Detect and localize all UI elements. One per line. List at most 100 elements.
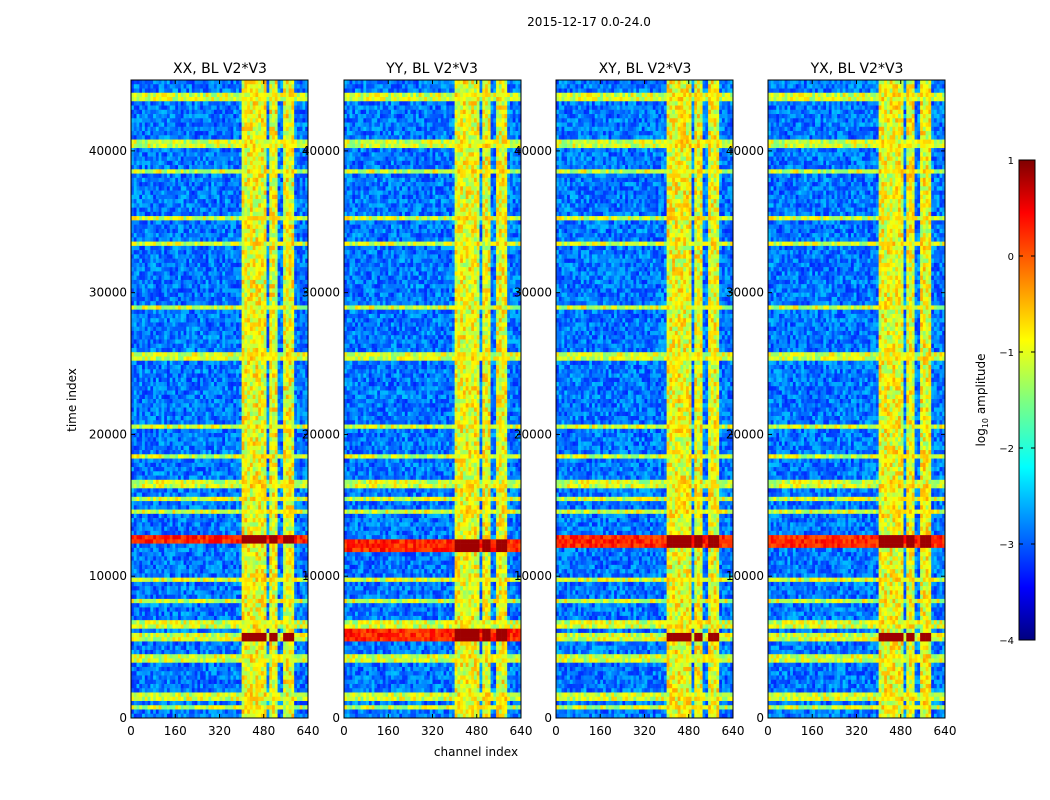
heatmap-cell bbox=[206, 140, 209, 145]
heatmap-cell bbox=[294, 101, 297, 106]
heatmap-cell bbox=[258, 123, 261, 128]
heatmap-cell bbox=[236, 118, 239, 123]
heatmap-cell bbox=[236, 152, 239, 157]
heatmap-cell bbox=[222, 114, 225, 119]
heatmap-cell bbox=[253, 101, 256, 106]
heatmap-cell bbox=[181, 84, 184, 89]
heatmap-cell bbox=[170, 106, 173, 111]
heatmap-cell bbox=[195, 127, 198, 132]
heatmap-cell bbox=[300, 84, 303, 89]
heatmap-cell bbox=[150, 118, 153, 123]
heatmap-cell bbox=[195, 152, 198, 157]
heatmap-cell bbox=[142, 135, 145, 140]
heatmap-cell bbox=[137, 106, 140, 111]
heatmap-cell bbox=[253, 140, 256, 145]
heatmap-cell bbox=[145, 127, 148, 132]
heatmap-cell bbox=[222, 106, 225, 111]
heatmap-cell bbox=[291, 148, 294, 153]
heatmap-cell bbox=[233, 123, 236, 128]
heatmap-cell bbox=[286, 80, 289, 85]
heatmap-cell bbox=[164, 152, 167, 157]
heatmap-cell bbox=[269, 106, 272, 111]
heatmap-cell bbox=[161, 97, 164, 102]
heatmap-cell bbox=[214, 123, 217, 128]
heatmap-cell bbox=[261, 131, 264, 136]
heatmap-cell bbox=[200, 144, 203, 149]
heatmap-cell bbox=[236, 148, 239, 153]
heatmap-cell bbox=[269, 144, 272, 149]
heatmap-cell bbox=[150, 106, 153, 111]
heatmap-cell bbox=[283, 140, 286, 145]
heatmap-cell bbox=[181, 101, 184, 106]
heatmap-cell bbox=[197, 144, 200, 149]
heatmap-cell bbox=[278, 97, 281, 102]
heatmap-cell bbox=[250, 89, 253, 94]
heatmap-cell bbox=[247, 106, 250, 111]
heatmap-cell bbox=[267, 106, 270, 111]
heatmap-cell bbox=[236, 144, 239, 149]
heatmap-cell bbox=[247, 97, 250, 102]
heatmap-cell bbox=[178, 114, 181, 119]
heatmap-cell bbox=[145, 118, 148, 123]
heatmap-cell bbox=[231, 101, 234, 106]
heatmap-cell bbox=[269, 110, 272, 115]
heatmap-cell bbox=[211, 114, 214, 119]
heatmap-cell bbox=[211, 97, 214, 102]
heatmap-cell bbox=[269, 135, 272, 140]
heatmap-cell bbox=[275, 110, 278, 115]
heatmap-cell bbox=[139, 89, 142, 94]
heatmap-cell bbox=[278, 114, 281, 119]
heatmap-cell bbox=[195, 131, 198, 136]
heatmap-cell bbox=[172, 144, 175, 149]
heatmap-cell bbox=[189, 152, 192, 157]
heatmap-cell bbox=[250, 97, 253, 102]
heatmap-cell bbox=[244, 127, 247, 132]
heatmap-cell bbox=[139, 152, 142, 157]
heatmap-cell bbox=[258, 80, 261, 85]
heatmap-cell bbox=[222, 93, 225, 98]
heatmap-cell bbox=[264, 89, 267, 94]
heatmap-cell bbox=[175, 123, 178, 128]
heatmap-cell bbox=[211, 118, 214, 123]
heatmap-cell bbox=[217, 140, 220, 145]
heatmap-cell bbox=[186, 148, 189, 153]
heatmap-cell bbox=[220, 84, 223, 89]
heatmap-cell bbox=[203, 110, 206, 115]
heatmap-cell bbox=[170, 110, 173, 115]
heatmap-cell bbox=[189, 144, 192, 149]
heatmap-cell bbox=[278, 140, 281, 145]
heatmap-cell bbox=[244, 152, 247, 157]
heatmap-cell bbox=[250, 114, 253, 119]
heatmap-cell bbox=[244, 84, 247, 89]
heatmap-cell bbox=[172, 148, 175, 153]
heatmap-cell bbox=[250, 144, 253, 149]
heatmap-cell bbox=[231, 148, 234, 153]
heatmap-cell bbox=[267, 140, 270, 145]
heatmap-cell bbox=[300, 89, 303, 94]
heatmap-cell bbox=[294, 93, 297, 98]
heatmap-cell bbox=[253, 84, 256, 89]
heatmap-cell bbox=[153, 97, 156, 102]
heatmap-cell bbox=[189, 93, 192, 98]
heatmap-cell bbox=[283, 123, 286, 128]
heatmap-cell bbox=[264, 101, 267, 106]
heatmap-cell bbox=[186, 97, 189, 102]
heatmap-cell bbox=[206, 106, 209, 111]
heatmap-cell bbox=[244, 106, 247, 111]
heatmap-cell bbox=[239, 144, 242, 149]
heatmap-cell bbox=[203, 80, 206, 85]
heatmap-cell bbox=[156, 135, 159, 140]
heatmap-cell bbox=[302, 101, 305, 106]
heatmap-cell bbox=[197, 84, 200, 89]
heatmap-cell bbox=[150, 114, 153, 119]
heatmap-cell bbox=[159, 114, 162, 119]
heatmap-cell bbox=[236, 127, 239, 132]
heatmap-cell bbox=[142, 127, 145, 132]
heatmap-cell bbox=[170, 101, 173, 106]
heatmap-cell bbox=[137, 84, 140, 89]
heatmap-cell bbox=[156, 93, 159, 98]
heatmap-cell bbox=[211, 148, 214, 153]
heatmap-cell bbox=[233, 101, 236, 106]
heatmap-cell bbox=[161, 106, 164, 111]
heatmap-cell bbox=[278, 106, 281, 111]
